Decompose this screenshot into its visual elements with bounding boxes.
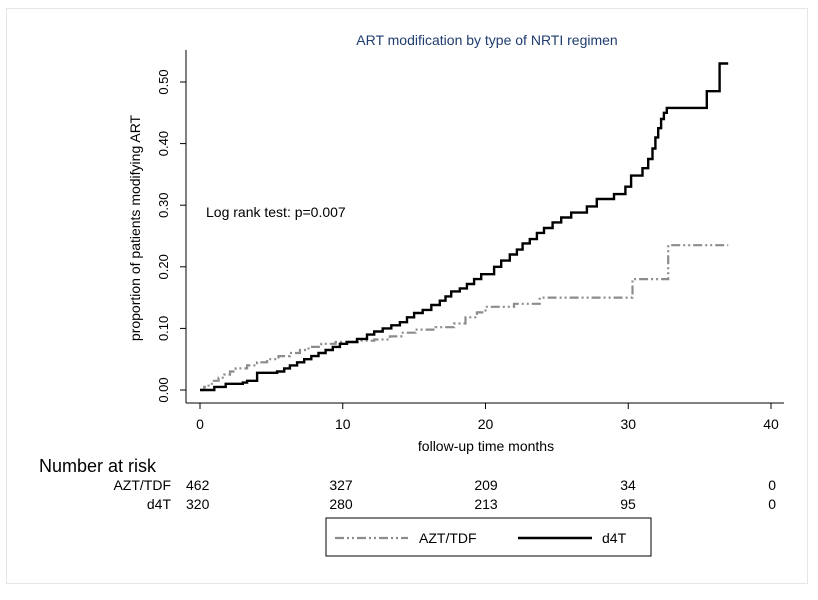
x-tick-label: 40 <box>763 416 779 432</box>
x-tick-label: 10 <box>335 416 351 432</box>
risk-table-title: Number at risk <box>39 456 157 476</box>
y-tick-label: 0.20 <box>156 254 171 279</box>
y-tick-label: 0.30 <box>156 193 171 218</box>
series-line-d4t <box>200 62 729 392</box>
risk-row-label: AZT/TDF <box>113 477 171 493</box>
series-line-azt-tdf <box>200 244 729 392</box>
x-tick-label: 20 <box>478 416 494 432</box>
risk-row-label: d4T <box>147 496 172 512</box>
risk-cell: 209 <box>474 477 498 493</box>
risk-cell: 0 <box>768 477 776 493</box>
y-tick-label: 0.00 <box>156 377 171 402</box>
axes <box>185 50 784 404</box>
risk-cell: 327 <box>329 477 353 493</box>
y-tick-label: 0.10 <box>156 316 171 341</box>
risk-cell: 0 <box>768 496 776 512</box>
risk-table: AZT/TDF 462 327 209 34 0 d4T 320 280 213 95 0 <box>113 477 776 512</box>
risk-cell: 320 <box>186 496 210 512</box>
y-tick-label: 0.50 <box>156 69 171 94</box>
x-axis-ticks: 0 10 20 30 40 <box>196 403 779 432</box>
log-rank-annotation: Log rank test: p=0.007 <box>206 204 346 220</box>
figure-frame <box>6 8 808 584</box>
y-tick-label: 0.40 <box>156 131 171 156</box>
risk-cell: 462 <box>186 477 210 493</box>
x-axis-label: follow-up time months <box>418 438 554 454</box>
x-tick-label: 0 <box>196 416 204 432</box>
risk-cell: 95 <box>620 496 636 512</box>
risk-cell: 34 <box>620 477 636 493</box>
legend: AZT/TDF d4T <box>325 517 652 557</box>
y-axis-label: proportion of patients modifying ART <box>127 114 143 341</box>
risk-cell: 280 <box>329 496 353 512</box>
y-axis-ticks: 0.00 0.10 0.20 0.30 0.40 0.50 <box>156 69 186 403</box>
x-tick-label: 30 <box>620 416 636 432</box>
series-group <box>200 62 729 392</box>
chart-title: ART modification by type of NRTI regimen <box>356 32 617 48</box>
legend-label-d4t: d4T <box>602 530 627 546</box>
risk-cell: 213 <box>474 496 498 512</box>
legend-label-azt-tdf: AZT/TDF <box>419 530 477 546</box>
